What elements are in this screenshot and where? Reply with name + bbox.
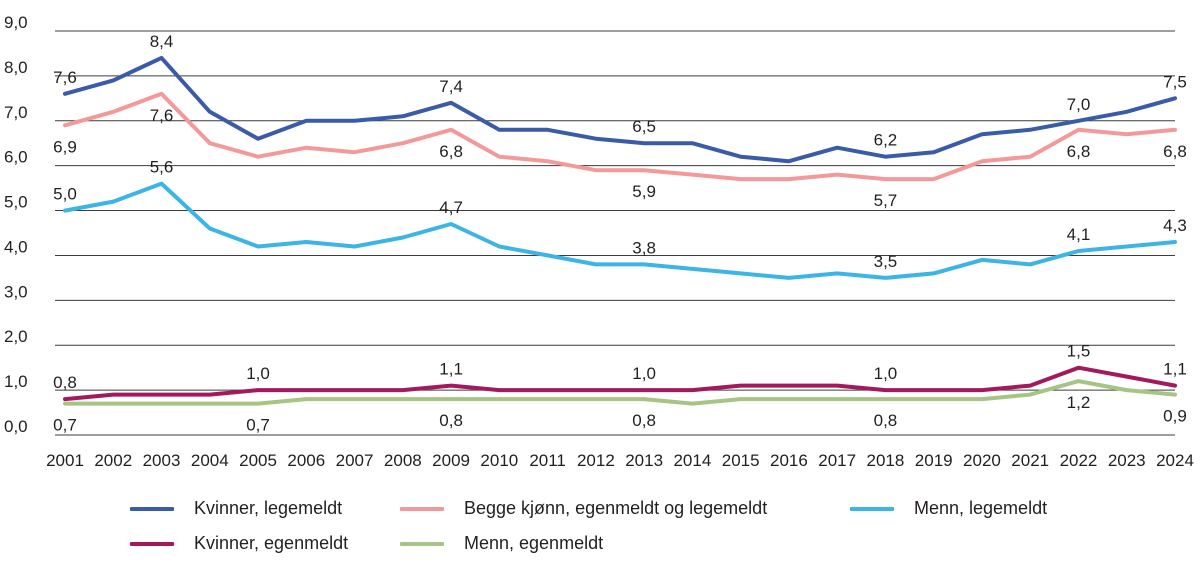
legend-item-kvinner-legemeldt: Kvinner, legemeldt bbox=[130, 498, 342, 519]
data-label-menn-legemeldt: 5,0 bbox=[53, 185, 77, 204]
y-axis: 0,0 1,0 2,0 3,0 4,0 5,0 6,0 7,0 8,0 9,0 bbox=[4, 13, 28, 436]
y-tick-label: 6,0 bbox=[4, 148, 28, 167]
x-tick-label: 2003 bbox=[143, 451, 181, 470]
data-label-kvinner-egenmeldt: 0,8 bbox=[53, 373, 77, 392]
data-label-begge-kjonn: 6,8 bbox=[1067, 142, 1091, 161]
x-tick-label: 2024 bbox=[1156, 451, 1194, 470]
x-tick-label: 2015 bbox=[722, 451, 760, 470]
series-line-kvinner-legemeldt bbox=[63, 55, 1177, 164]
series-line-menn-egenmeldt bbox=[63, 379, 1177, 406]
x-tick-label: 2011 bbox=[529, 451, 566, 470]
legend-swatch bbox=[850, 506, 894, 511]
x-tick-label: 2018 bbox=[867, 451, 905, 470]
x-tick-label: 2004 bbox=[191, 451, 229, 470]
data-labels: 7,6 8,4 7,4 6,5 6,2 7,0 7,5 6,9 7,6 6,8 5,9 5,7 6,8 6… bbox=[53, 32, 1187, 435]
series-line-kvinner-egenmeldt bbox=[63, 365, 1177, 402]
data-label-kvinner-legemeldt: 8,4 bbox=[150, 32, 174, 51]
legend-item-menn-egenmeldt: Menn, egenmeldt bbox=[400, 533, 603, 554]
x-tick-label: 2020 bbox=[963, 451, 1001, 470]
data-label-menn-legemeldt: 3,8 bbox=[632, 238, 656, 257]
legend-swatch bbox=[400, 541, 444, 546]
x-tick-label: 2002 bbox=[94, 451, 132, 470]
series-line-menn-legemeldt bbox=[63, 181, 1177, 280]
data-label-begge-kjonn: 5,7 bbox=[874, 191, 898, 210]
x-tick-label: 2009 bbox=[432, 451, 470, 470]
data-label-kvinner-legemeldt: 6,2 bbox=[874, 131, 898, 150]
legend-label: Kvinner, legemeldt bbox=[194, 498, 343, 518]
legend-item-kvinner-egenmeldt: Kvinner, egenmeldt bbox=[130, 533, 348, 554]
data-label-menn-egenmeldt: 0,8 bbox=[874, 411, 898, 430]
data-label-kvinner-legemeldt: 6,5 bbox=[632, 117, 656, 136]
data-label-menn-egenmeldt: 0,8 bbox=[439, 411, 463, 430]
x-tick-label: 2001 bbox=[46, 451, 84, 470]
x-tick-label: 2023 bbox=[1108, 451, 1146, 470]
series-lines bbox=[63, 55, 1177, 406]
legend-item-begge-kjonn: Begge kjønn, egenmeldt og legemeldt bbox=[400, 498, 767, 519]
data-label-menn-egenmeldt: 0,7 bbox=[246, 416, 270, 435]
data-label-kvinner-egenmeldt: 1,1 bbox=[1163, 360, 1187, 379]
y-tick-label: 7,0 bbox=[4, 103, 28, 122]
series-line-begge-kjonn bbox=[63, 91, 1177, 182]
x-axis: 2001 2002 2003 2004 2005 2006 2007 2008 2009 2010… bbox=[46, 451, 1194, 470]
data-label-menn-legemeldt: 5,6 bbox=[150, 158, 174, 177]
y-tick-label: 0,0 bbox=[4, 417, 28, 436]
data-label-kvinner-legemeldt: 7,0 bbox=[1067, 95, 1091, 114]
x-tick-label: 2007 bbox=[336, 451, 374, 470]
legend-swatch bbox=[130, 541, 174, 546]
y-tick-label: 5,0 bbox=[4, 193, 28, 212]
y-tick-label: 4,0 bbox=[4, 237, 28, 256]
legend-item-menn-legemeldt: Menn, legemeldt bbox=[850, 498, 1047, 519]
legend-label: Kvinner, egenmeldt bbox=[194, 533, 349, 553]
data-label-menn-legemeldt: 4,7 bbox=[439, 198, 463, 217]
line-chart: 0,01,02,03,04,05,06,07,08,09,0 2001 2002 2… bbox=[4, 13, 1194, 470]
x-tick-label: 2014 bbox=[673, 451, 711, 470]
y-tick-label: 1,0 bbox=[4, 372, 28, 391]
data-label-kvinner-legemeldt: 7,5 bbox=[1163, 72, 1187, 91]
data-label-begge-kjonn: 6,9 bbox=[53, 137, 77, 156]
data-label-begge-kjonn: 6,8 bbox=[1163, 142, 1187, 161]
y-tick-label: 2,0 bbox=[4, 327, 28, 346]
legend-label: Menn, egenmeldt bbox=[464, 533, 604, 553]
legend-swatch bbox=[400, 506, 444, 511]
x-tick-label: 2005 bbox=[239, 451, 277, 470]
data-label-menn-egenmeldt: 0,7 bbox=[53, 416, 77, 435]
x-tick-label: 2013 bbox=[625, 451, 663, 470]
data-label-menn-legemeldt: 4,1 bbox=[1067, 225, 1091, 244]
y-tick-label: 3,0 bbox=[4, 282, 28, 301]
data-label-menn-egenmeldt: 0,8 bbox=[632, 411, 656, 430]
x-tick-label: 2022 bbox=[1060, 451, 1098, 470]
legend-swatch bbox=[130, 506, 174, 511]
x-tick-label: 2017 bbox=[818, 451, 856, 470]
data-label-begge-kjonn: 7,6 bbox=[150, 106, 174, 125]
data-label-menn-egenmeldt: 0,9 bbox=[1163, 407, 1187, 426]
data-label-kvinner-legemeldt: 7,4 bbox=[439, 77, 463, 96]
legend: Kvinner, legemeldt Begge kjønn, egenmeld… bbox=[0, 488, 1200, 568]
data-label-kvinner-egenmeldt: 1,0 bbox=[246, 364, 270, 383]
x-tick-label: 2010 bbox=[480, 451, 518, 470]
legend-label: Menn, legemeldt bbox=[914, 498, 1048, 518]
data-label-kvinner-egenmeldt: 1,0 bbox=[632, 364, 656, 383]
x-tick-label: 2021 bbox=[1011, 451, 1049, 470]
x-tick-label: 2019 bbox=[915, 451, 953, 470]
data-label-kvinner-legemeldt: 7,6 bbox=[53, 68, 77, 87]
y-tick-label: 8,0 bbox=[4, 58, 28, 77]
data-label-kvinner-egenmeldt: 1,1 bbox=[439, 360, 463, 379]
data-label-menn-legemeldt: 3,5 bbox=[874, 252, 898, 271]
x-tick-label: 2012 bbox=[577, 451, 615, 470]
data-label-begge-kjonn: 6,8 bbox=[439, 142, 463, 161]
data-label-kvinner-egenmeldt: 1,5 bbox=[1067, 342, 1091, 361]
x-tick-label: 2008 bbox=[384, 451, 422, 470]
x-tick-label: 2006 bbox=[287, 451, 325, 470]
data-label-menn-egenmeldt: 1,2 bbox=[1067, 393, 1091, 412]
data-label-begge-kjonn: 5,9 bbox=[632, 182, 656, 201]
legend-label: Begge kjønn, egenmeldt og legemeldt bbox=[464, 498, 768, 518]
data-label-menn-legemeldt: 4,3 bbox=[1163, 216, 1187, 235]
y-tick-label: 9,0 bbox=[4, 13, 28, 32]
data-label-kvinner-egenmeldt: 1,0 bbox=[874, 364, 898, 383]
x-tick-label: 2016 bbox=[770, 451, 808, 470]
